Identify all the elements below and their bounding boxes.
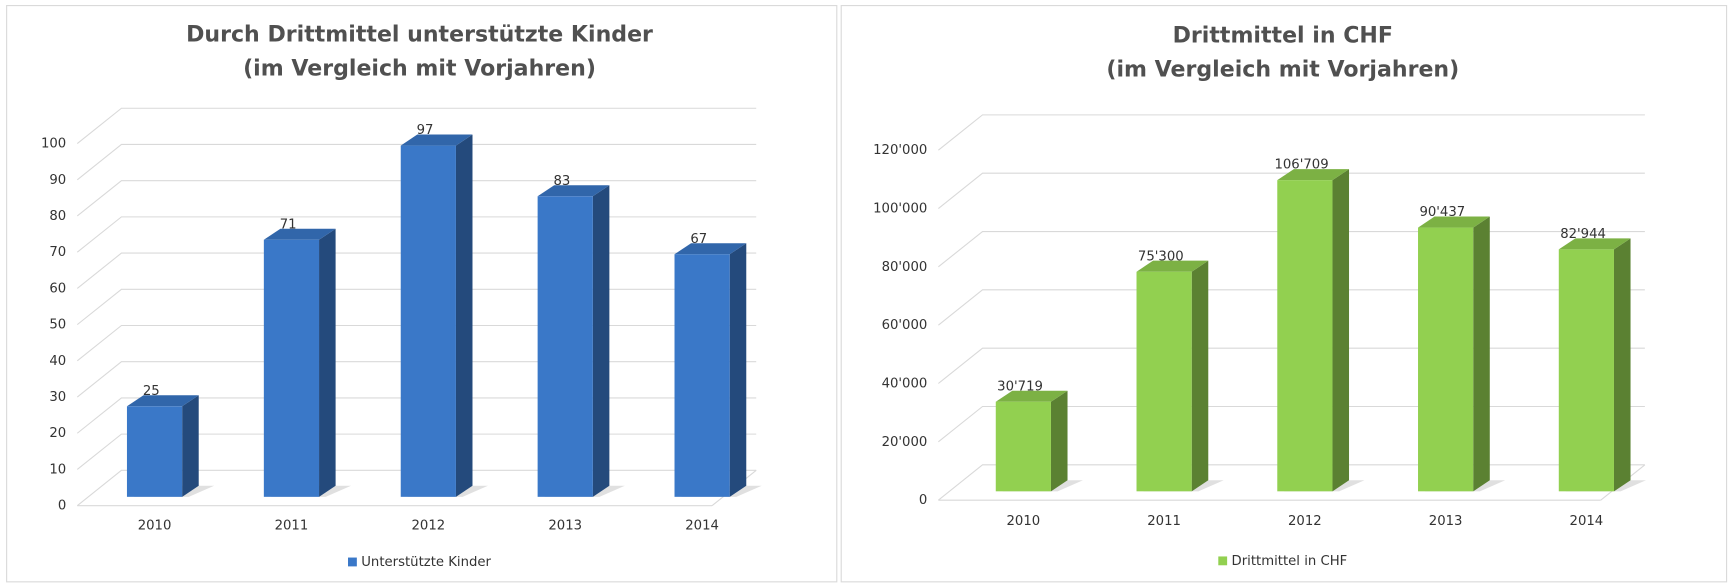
grid-line	[938, 172, 1645, 209]
chart-subtitle: (im Vergleich mit Vorjahren)	[1106, 58, 1459, 83]
y-tick-label: 0	[58, 499, 66, 514]
bar-side	[1332, 169, 1350, 492]
y-tick-label: 70	[49, 245, 66, 260]
bar-top	[400, 134, 473, 146]
bar-top	[537, 185, 610, 197]
bar	[1418, 227, 1474, 492]
y-tick-label: 20'000	[882, 435, 928, 450]
bar	[1558, 249, 1614, 492]
bar	[674, 254, 730, 497]
x-tick-label: 2010	[1007, 514, 1041, 529]
bar	[126, 406, 183, 497]
y-tick-label: 90	[49, 173, 66, 188]
y-tick-label: 80	[49, 209, 66, 224]
bar-top	[995, 390, 1068, 402]
y-tick-label: 100	[41, 137, 66, 152]
data-label: 30'719	[997, 379, 1043, 394]
data-label: 25	[143, 384, 160, 399]
bar-side	[319, 228, 336, 497]
bar-side	[1613, 238, 1631, 492]
bar-top	[1136, 260, 1209, 272]
y-tick-label: 120'000	[873, 143, 927, 158]
y-tick-label: 100'000	[873, 202, 927, 217]
data-label: 106'709	[1274, 158, 1328, 173]
y-tick-label: 40'000	[882, 376, 928, 391]
chart-title: Durch Drittmittel unterstützte Kinder	[186, 22, 653, 47]
bar	[400, 145, 456, 497]
bar	[995, 401, 1051, 492]
bar	[537, 196, 593, 497]
x-tick-label: 2014	[1570, 514, 1604, 529]
x-tick-label: 2011	[1147, 514, 1181, 529]
bar	[1136, 271, 1192, 492]
grid-line	[76, 143, 757, 181]
legend-label: Unterstützte Kinder	[361, 555, 491, 570]
y-tick-label: 80'000	[882, 260, 928, 275]
data-label: 83	[553, 174, 570, 189]
panel-border	[6, 5, 838, 583]
bar-side	[455, 134, 473, 497]
grid-line	[76, 180, 757, 217]
y-tick-label: 10	[49, 462, 66, 477]
bar-top	[1277, 169, 1350, 181]
legend-label: Drittmittel in CHF	[1232, 554, 1348, 569]
x-tick-label: 2010	[138, 519, 172, 534]
chart-title: Drittmittel in CHF	[1173, 23, 1393, 48]
data-label: 75'300	[1138, 249, 1184, 264]
data-label: 71	[280, 217, 297, 232]
bar-top	[126, 395, 199, 407]
bar-side	[182, 395, 199, 497]
bar-top	[1558, 238, 1631, 250]
y-tick-label: 50	[49, 318, 66, 333]
bar-top	[263, 228, 336, 240]
grid-line	[76, 107, 757, 145]
y-tick-label: 20	[49, 426, 66, 441]
bar-side	[1191, 260, 1209, 492]
data-label: 90'437	[1419, 205, 1465, 220]
y-tick-label: 60	[49, 281, 66, 296]
x-tick-label: 2011	[275, 519, 309, 534]
bar	[263, 239, 320, 497]
panel-border	[840, 5, 1728, 583]
y-tick-label: 40	[49, 354, 66, 369]
data-label: 82'944	[1560, 227, 1606, 242]
bar-side	[1050, 390, 1068, 492]
x-tick-label: 2013	[548, 519, 582, 534]
x-tick-label: 2012	[411, 519, 445, 534]
x-tick-label: 2013	[1429, 514, 1463, 529]
y-tick-label: 60'000	[882, 318, 928, 333]
bar	[1277, 180, 1333, 492]
bar-side	[729, 243, 747, 497]
bar-top	[1418, 216, 1490, 228]
chart-subtitle: (im Vergleich mit Vorjahren)	[243, 57, 596, 82]
legend-swatch	[1218, 556, 1228, 566]
bar-side	[592, 185, 610, 497]
bar-side	[1473, 216, 1490, 492]
data-label: 97	[417, 123, 434, 138]
x-tick-label: 2014	[685, 519, 719, 534]
bar-top	[674, 243, 747, 255]
legend-swatch	[348, 557, 357, 567]
data-label: 67	[690, 232, 707, 247]
grid-line	[938, 114, 1645, 151]
x-tick-label: 2012	[1288, 514, 1322, 529]
y-tick-label: 0	[919, 493, 927, 508]
y-tick-label: 30	[49, 390, 66, 405]
